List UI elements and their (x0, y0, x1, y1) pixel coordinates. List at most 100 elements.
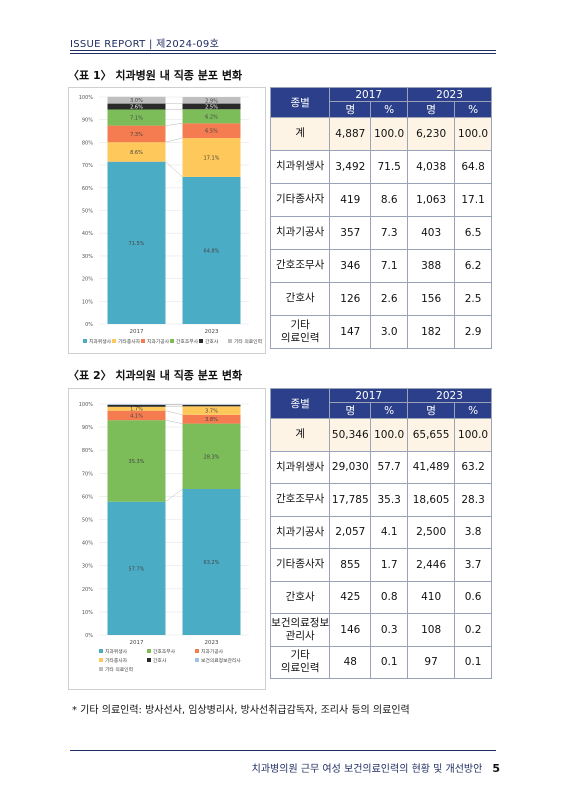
cell-pct-y2: 0.1 (454, 645, 492, 679)
legend-label: 기타 의료인력 (105, 666, 133, 673)
legend-swatch (195, 658, 199, 662)
cell-pct-y1: 0.1 (370, 645, 409, 679)
header-rule (70, 50, 496, 51)
data-label: 64.8% (204, 248, 220, 254)
cell-pct-y1: 35.3 (370, 483, 409, 517)
row-label: 기타종사자 (269, 183, 331, 217)
row-label: 간호조무사 (269, 249, 331, 283)
cell-count-y1: 2,057 (329, 515, 372, 549)
y-tick-label: 70% (82, 471, 93, 477)
legend-swatch (83, 339, 87, 343)
cell-count-y1: 346 (329, 249, 372, 283)
cell-count-y2: 2,500 (407, 515, 456, 549)
footer-rule (70, 750, 496, 751)
table-row: 보건의료정보 관리사 146 0.3 108 0.2 (269, 613, 492, 647)
cell-pct-y2: 6.2 (454, 249, 492, 283)
table-row: 기타 의료인력 48 0.1 97 0.1 (269, 645, 492, 679)
legend-swatch (99, 649, 103, 653)
row-label: 간호사 (269, 282, 331, 316)
row-label: 간호사 (269, 580, 331, 614)
footer: 치과병의원 근무 여성 보건의료인력의 현황 및 개선방안 5 (252, 760, 500, 775)
col-pct: % (454, 101, 492, 118)
row-label: 치과위생사 (269, 150, 331, 184)
y-tick-label: 60% (82, 186, 93, 192)
data-label: 2.5% (205, 104, 218, 110)
cell-pct-y1: 71.5 (370, 150, 409, 184)
table-row: 치과위생사 29,030 57.7 41,489 63.2 (269, 450, 492, 484)
cell-pct-y2: 100.0 (454, 418, 492, 452)
y-tick-label: 90% (82, 425, 93, 431)
bar-segment (107, 410, 166, 421)
bar-segment (182, 138, 241, 177)
legend-label: 간호조무사 (153, 648, 176, 655)
col-year1: 2017 (329, 87, 409, 102)
cell-count-y1: 855 (329, 548, 372, 582)
legend-swatch (99, 667, 103, 671)
cell-count-y1: 29,030 (329, 450, 372, 484)
y-tick-label: 30% (82, 254, 93, 260)
cell-count-y1: 425 (329, 580, 372, 614)
y-tick-label: 20% (82, 587, 93, 593)
x-tick-label: 2023 (205, 329, 219, 335)
legend-swatch (147, 658, 151, 662)
cell-count-y2: 41,489 (407, 450, 456, 484)
x-tick-label: 2023 (205, 640, 219, 646)
cell-count-y2: 403 (407, 216, 456, 250)
col-count: 명 (407, 402, 456, 419)
col-pct: % (370, 101, 409, 118)
cell-count-y2: 6,230 (407, 117, 456, 151)
data-label: 1.7% (130, 407, 143, 413)
bar-segment (107, 96, 166, 104)
row-label: 계 (269, 418, 331, 452)
legend-swatch (199, 339, 203, 343)
col-year2: 2023 (407, 388, 492, 403)
cell-pct-y1: 2.6 (370, 282, 409, 316)
report-header: ISSUE REPORT | 제2024-09호 (70, 39, 220, 50)
x-tick-label: 2017 (130, 329, 144, 335)
legend-label: 치과기공사 (201, 648, 224, 655)
row-label: 기타 의료인력 (269, 315, 331, 349)
footnote: * 기타 의료인력: 방사선사, 임상병리사, 방사선취급감독자, 조리사 등의… (72, 705, 410, 716)
cell-pct-y2: 0.2 (454, 613, 492, 647)
cell-pct-y1: 100.0 (370, 418, 409, 452)
table-row: 계 50,346 100.0 65,655 100.0 (269, 418, 492, 452)
col-year1: 2017 (329, 388, 409, 403)
data-label: 2.9% (205, 98, 218, 104)
cell-count-y1: 17,785 (329, 483, 372, 517)
table-row: 치과기공사 2,057 4.1 2,500 3.8 (269, 515, 492, 549)
table-row: 간호조무사 17,785 35.3 18,605 28.3 (269, 483, 492, 517)
legend-label: 치과기공사 (147, 338, 170, 345)
table-dental-hospital: 종별 2017 2023 명% 명% 계 4,887 100.0 6,230 100.0 치과위생사… (269, 87, 492, 349)
y-tick-label: 50% (82, 518, 93, 524)
chart-dental-hospital: 0% 10% 20% 30% 40% 50% 60% 70% 80% 90% 100% 71.5% 8.… (68, 87, 266, 354)
cell-count-y2: 410 (407, 580, 456, 614)
cell-pct-y2: 2.5 (454, 282, 492, 316)
bar-segment (107, 420, 166, 502)
header-rule-2 (70, 53, 496, 54)
col-year2: 2023 (407, 87, 492, 102)
row-label: 간호조무사 (269, 483, 331, 517)
bar-segment (182, 414, 241, 424)
cell-count-y1: 126 (329, 282, 372, 316)
legend-label: 기타 의료인력 (234, 338, 262, 345)
series-connector (165, 137, 183, 143)
col-count: 명 (407, 101, 456, 118)
legend-label: 치과위생사 (89, 338, 112, 345)
cell-pct-y2: 100.0 (454, 117, 492, 151)
y-tick-label: 80% (82, 448, 93, 454)
col-count: 명 (329, 402, 372, 419)
table-row: 계 4,887 100.0 6,230 100.0 (269, 117, 492, 151)
bar-segment (182, 97, 241, 104)
bar-segment (107, 161, 166, 324)
bar-segment (182, 176, 241, 324)
row-label: 보건의료정보 관리사 (269, 613, 331, 647)
y-tick-label: 40% (82, 541, 93, 547)
legend-swatch (170, 339, 174, 343)
cell-pct-y1: 57.7 (370, 450, 409, 484)
y-tick-label: 50% (82, 209, 93, 215)
table-row: 간호사 425 0.8 410 0.6 (269, 580, 492, 614)
data-label: 3.8% (205, 417, 218, 423)
y-tick-label: 10% (82, 299, 93, 305)
legend-label: 간호사 (205, 338, 219, 345)
cell-count-y2: 97 (407, 645, 456, 679)
